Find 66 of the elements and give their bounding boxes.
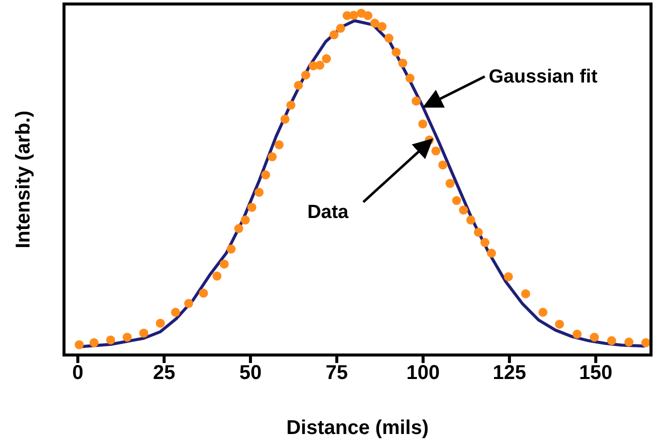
point <box>521 289 530 298</box>
point <box>607 336 616 346</box>
point <box>301 70 310 80</box>
point <box>156 318 165 328</box>
point <box>392 48 401 57</box>
y-axis-title: Intensity (arb.) <box>12 110 34 248</box>
point <box>538 308 548 317</box>
point <box>554 320 564 329</box>
point <box>474 228 483 237</box>
point <box>254 188 264 197</box>
x-tick-label: 125 <box>492 362 526 384</box>
point <box>286 100 296 110</box>
annotation: Gaussian fit <box>488 66 598 88</box>
point <box>641 338 650 348</box>
x-tick-label: 0 <box>72 362 84 384</box>
point <box>198 288 208 298</box>
x-tick-label: 150 <box>579 362 612 384</box>
x-tick-label: 100 <box>406 362 440 384</box>
point <box>486 248 496 258</box>
point <box>220 260 229 269</box>
point <box>122 332 132 342</box>
point <box>280 114 290 124</box>
point <box>446 178 455 188</box>
point <box>106 335 116 344</box>
point <box>384 34 394 43</box>
point <box>572 330 582 339</box>
point <box>504 272 513 282</box>
point <box>261 170 270 180</box>
point <box>398 58 408 68</box>
point <box>590 332 599 342</box>
x-axis-title: Distance (mils) <box>286 417 429 439</box>
point <box>349 10 358 20</box>
x-tick-label: 25 <box>153 362 176 384</box>
point <box>212 272 222 281</box>
point <box>171 308 180 317</box>
point <box>378 22 387 32</box>
point <box>322 54 331 64</box>
point <box>315 60 324 70</box>
point <box>74 340 84 350</box>
point <box>330 30 339 40</box>
point <box>624 338 634 347</box>
point <box>405 74 414 83</box>
point <box>268 152 277 162</box>
point <box>240 215 250 225</box>
point <box>336 24 346 33</box>
point <box>418 119 428 128</box>
point <box>294 80 303 90</box>
point <box>139 328 148 338</box>
point <box>458 206 468 215</box>
point <box>226 244 236 254</box>
annotation: Data <box>307 202 349 224</box>
point <box>438 160 448 170</box>
point <box>412 96 421 106</box>
point <box>452 196 462 206</box>
point <box>247 202 256 212</box>
point <box>274 140 284 150</box>
point <box>234 224 244 234</box>
x-tick-label: 75 <box>326 362 348 384</box>
point <box>480 238 490 248</box>
point <box>90 338 99 348</box>
point <box>370 18 380 28</box>
point <box>466 215 476 225</box>
point <box>363 11 372 20</box>
point <box>431 146 440 156</box>
x-tick-label: 50 <box>239 362 262 384</box>
point <box>184 298 194 308</box>
